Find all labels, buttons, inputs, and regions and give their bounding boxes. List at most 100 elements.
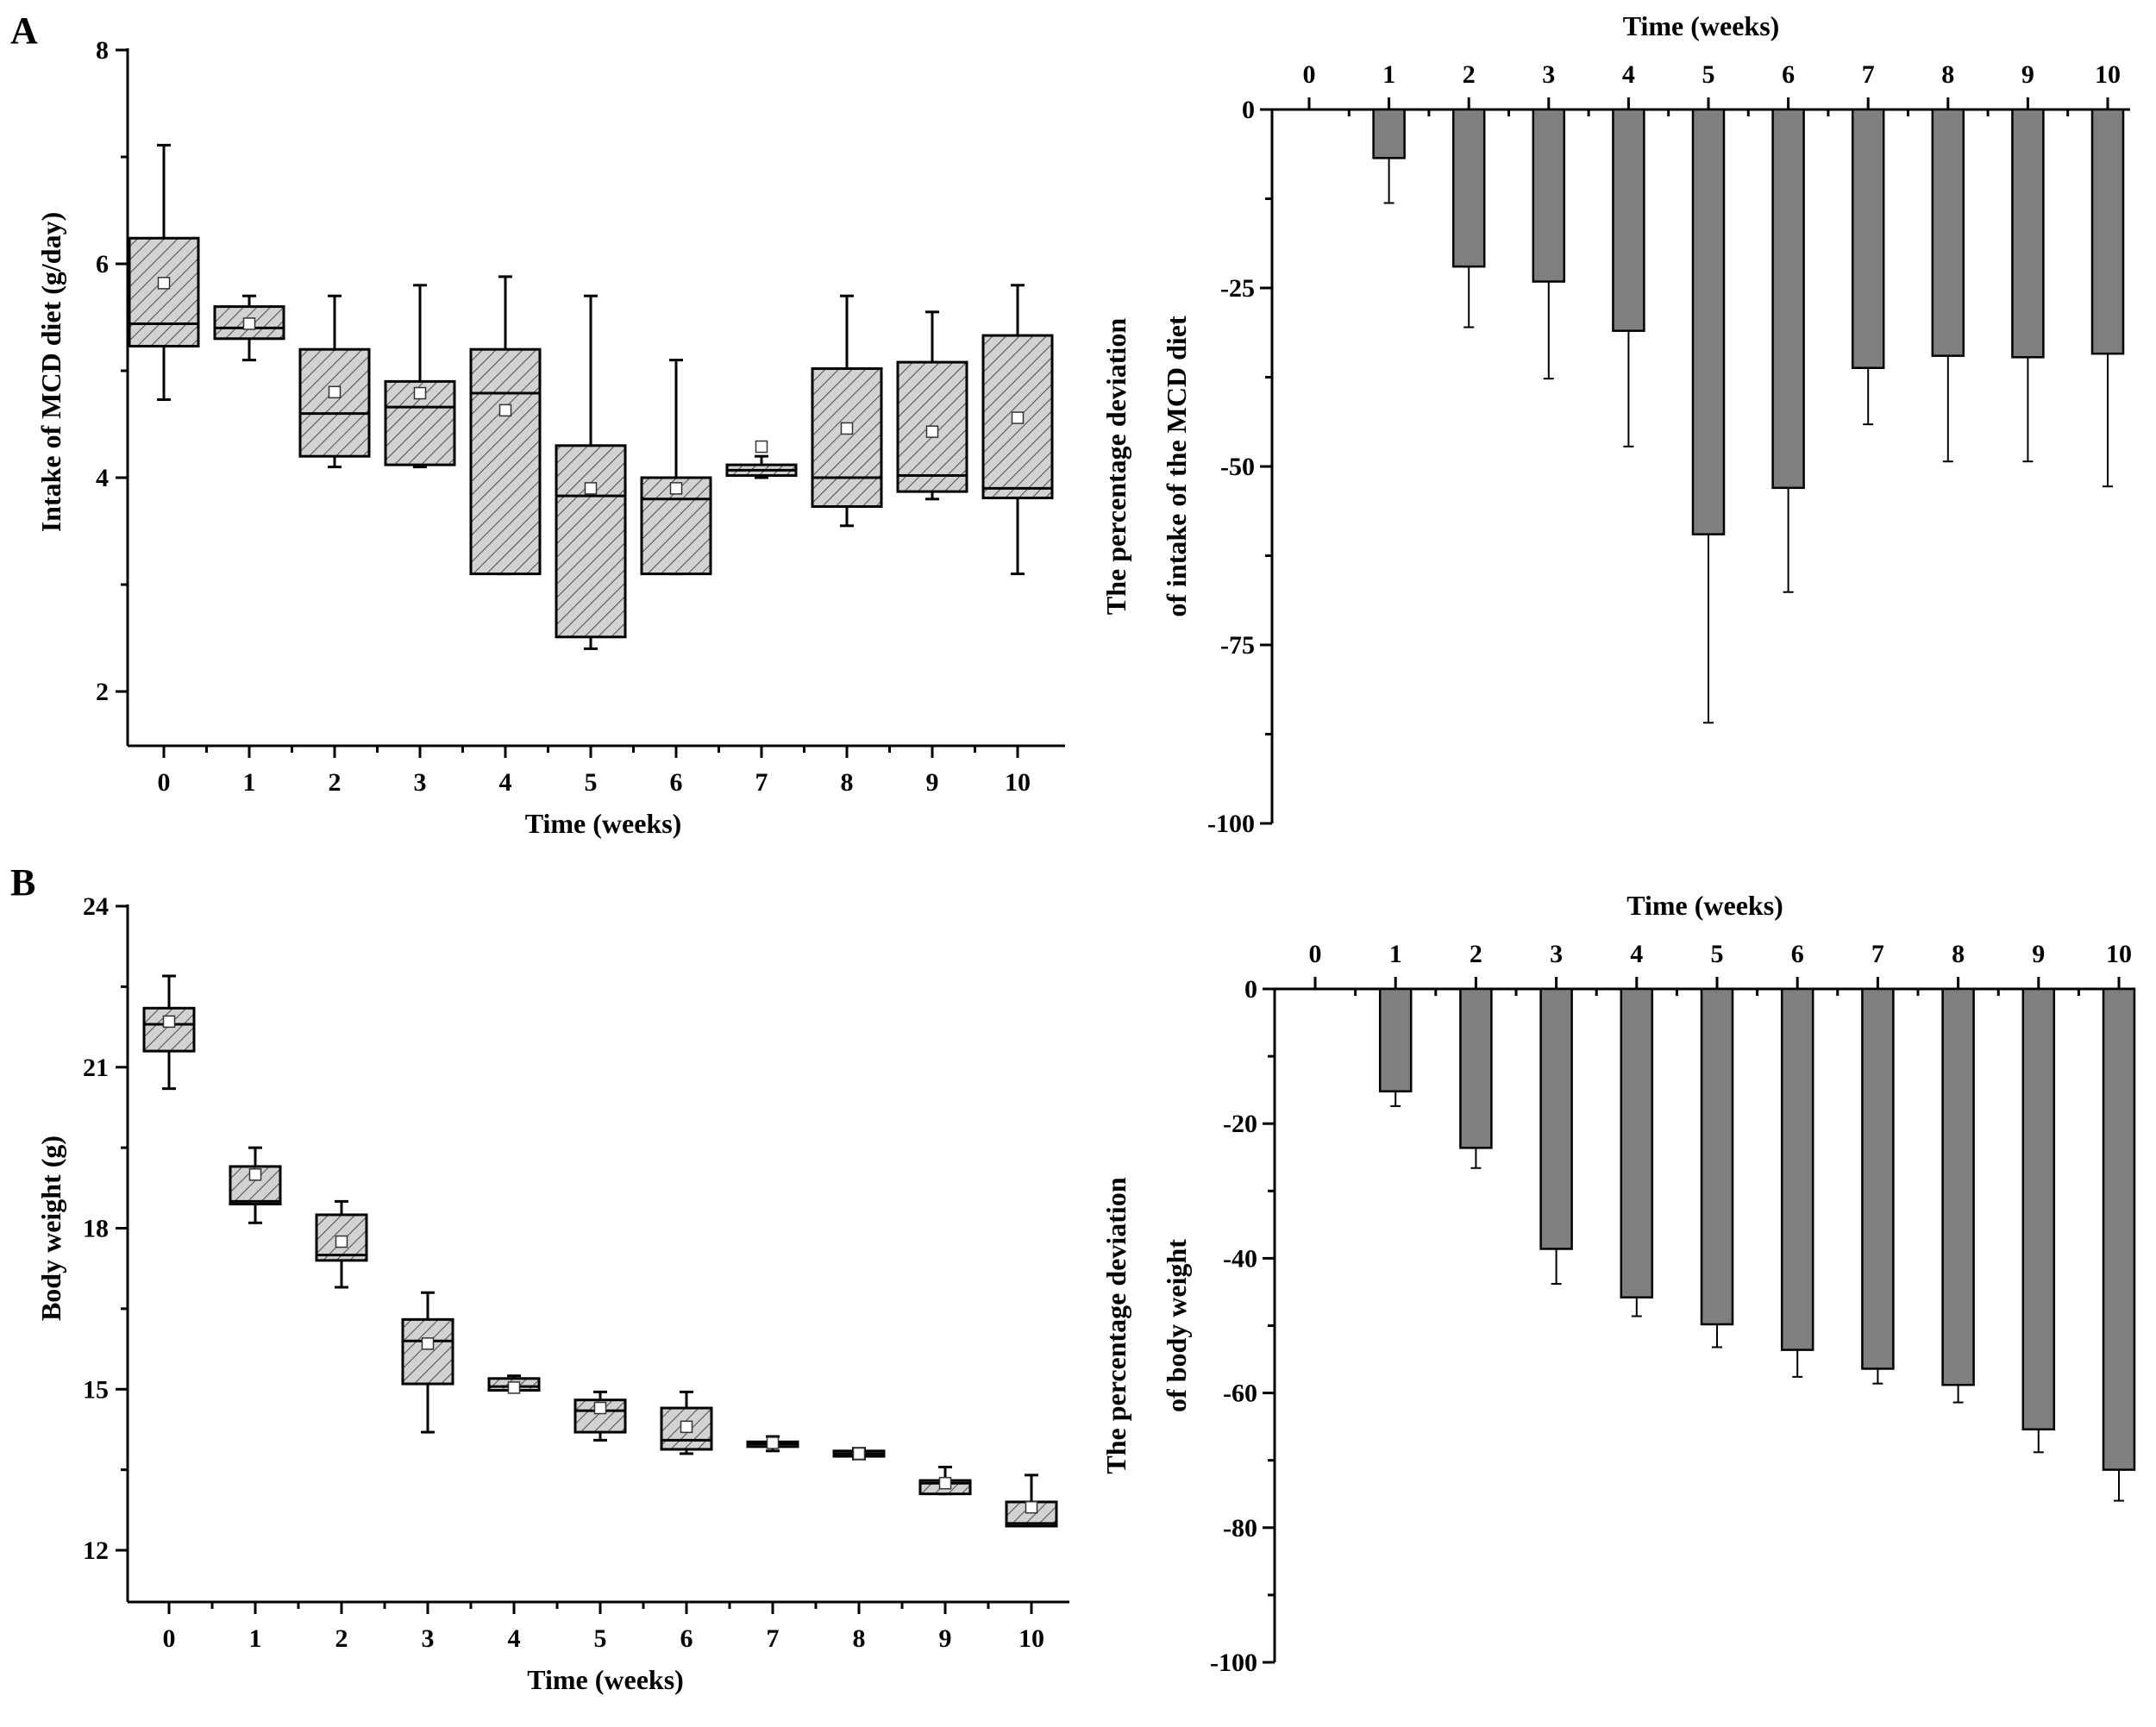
mean-marker xyxy=(248,1168,262,1181)
y-tick-label: -40 xyxy=(1223,1244,1257,1273)
y-tick-label: -50 xyxy=(1220,453,1255,481)
x-tick-label: 3 xyxy=(1542,60,1555,89)
box-7 xyxy=(725,440,798,479)
mean-marker xyxy=(669,482,683,495)
bar-2 xyxy=(1451,108,1486,329)
mean-marker xyxy=(680,1420,693,1434)
box-5 xyxy=(555,294,627,650)
mean-marker xyxy=(755,440,768,454)
x-tick-label: 10 xyxy=(2095,60,2121,89)
x-tick-label: 1 xyxy=(249,1624,262,1653)
mean-marker xyxy=(242,317,256,330)
x-tick-label: 0 xyxy=(1303,60,1316,89)
bar-2 xyxy=(1459,987,1493,1169)
x-tick-label: 2 xyxy=(1470,940,1482,968)
x-tick-label: 10 xyxy=(2106,940,2132,968)
y-tick-label: -100 xyxy=(1210,1649,1257,1677)
y-axis-title: Body weight (g) xyxy=(35,1136,66,1321)
bar-4 xyxy=(1612,108,1645,447)
x-tick-label: 8 xyxy=(1952,940,1965,968)
x-tick-label: 3 xyxy=(422,1624,435,1653)
bar xyxy=(1459,987,1493,1149)
bar xyxy=(1539,987,1573,1250)
y-tick-label: 0 xyxy=(1242,96,1255,124)
x-tick-label: 7 xyxy=(767,1624,780,1653)
x-tick-label: 1 xyxy=(1382,60,1395,89)
x-tick-label: 1 xyxy=(1389,940,1402,968)
box-iqr xyxy=(555,444,627,639)
x-tick-label: 1 xyxy=(243,768,256,797)
mean-marker xyxy=(840,422,854,435)
box-4 xyxy=(469,275,542,576)
x-tick-label: 6 xyxy=(1791,940,1804,968)
bar-7 xyxy=(1851,108,1885,426)
box-7 xyxy=(746,1435,799,1453)
y-axis-title-line-1: The percentage deviation xyxy=(1100,318,1131,615)
box-10 xyxy=(1005,1474,1058,1528)
y-axis-title-line-1: The percentage deviation xyxy=(1100,1177,1131,1474)
x-axis-title: Time (weeks) xyxy=(1623,10,1780,41)
bar-8 xyxy=(1941,987,1975,1404)
bar-10 xyxy=(2102,987,2136,1502)
y-tick-label: -100 xyxy=(1207,810,1255,838)
mean-marker xyxy=(335,1235,348,1248)
x-tick-label: 9 xyxy=(926,768,939,797)
bar-5 xyxy=(1691,108,1726,724)
box-3 xyxy=(384,284,456,469)
bar-7 xyxy=(1861,987,1895,1385)
mean-marker xyxy=(498,404,512,417)
box-iqr xyxy=(298,347,371,458)
bar xyxy=(1378,987,1413,1092)
x-tick-label: 4 xyxy=(508,1624,521,1653)
bar-1 xyxy=(1372,108,1406,204)
y-tick-label: 21 xyxy=(83,1054,109,1082)
x-tick-label: 10 xyxy=(1018,1624,1044,1653)
y-tick-label: 0 xyxy=(1244,975,1257,1004)
x-tick-label: 7 xyxy=(1862,60,1875,89)
x-tick-label: 7 xyxy=(755,768,768,797)
bar xyxy=(2102,987,2136,1471)
box-iqr xyxy=(128,236,200,347)
y-axis-title-line-2: of intake of the MCD diet xyxy=(1161,316,1192,617)
bar xyxy=(1691,108,1726,535)
box-iqr xyxy=(1005,1500,1058,1528)
box-0 xyxy=(142,974,196,1091)
x-tick-label: 4 xyxy=(499,768,512,797)
bar-4 xyxy=(1620,987,1654,1317)
box-iqr xyxy=(401,1317,454,1386)
box-8 xyxy=(811,294,883,528)
panel-label-a: A xyxy=(10,9,38,52)
x-tick-label: 2 xyxy=(329,768,342,797)
y-axis-title: Intake of MCD diet (g/day) xyxy=(35,212,66,533)
bar-9 xyxy=(2011,108,2045,463)
box-8 xyxy=(832,1447,886,1461)
x-axis-title: Time (weeks) xyxy=(1626,890,1783,921)
bar xyxy=(1861,987,1895,1370)
bar xyxy=(2011,108,2045,359)
box-10 xyxy=(981,284,1054,576)
box-iqr xyxy=(213,305,285,341)
box-6 xyxy=(640,359,712,576)
chart-b-bodyweight-deviation-bars: 0 -20 -40 -60 -80 -100 0 1 2 3 4 5 6 7 8 9 10 Time (weeks… xyxy=(1100,890,2136,1677)
bar xyxy=(1620,987,1654,1298)
bar-9 xyxy=(2021,987,2056,1454)
bar xyxy=(1780,987,1814,1351)
bar-5 xyxy=(1700,987,1734,1348)
x-tick-label: 7 xyxy=(1871,940,1884,968)
bar xyxy=(1451,108,1486,268)
y-tick-label: 15 xyxy=(83,1375,109,1404)
mean-marker xyxy=(421,1337,435,1350)
bar xyxy=(2090,108,2125,355)
bar xyxy=(1532,108,1566,283)
bar-3 xyxy=(1539,987,1573,1286)
panel-label-b: B xyxy=(10,861,35,904)
y-tick-label: 2 xyxy=(96,678,109,706)
y-tick-label: -60 xyxy=(1223,1380,1257,1408)
mean-marker xyxy=(507,1381,521,1394)
box-iqr xyxy=(142,1006,196,1053)
mean-marker xyxy=(766,1436,780,1449)
bar-6 xyxy=(1780,987,1814,1378)
box-iqr xyxy=(811,367,883,508)
x-tick-label: 0 xyxy=(163,1624,176,1653)
